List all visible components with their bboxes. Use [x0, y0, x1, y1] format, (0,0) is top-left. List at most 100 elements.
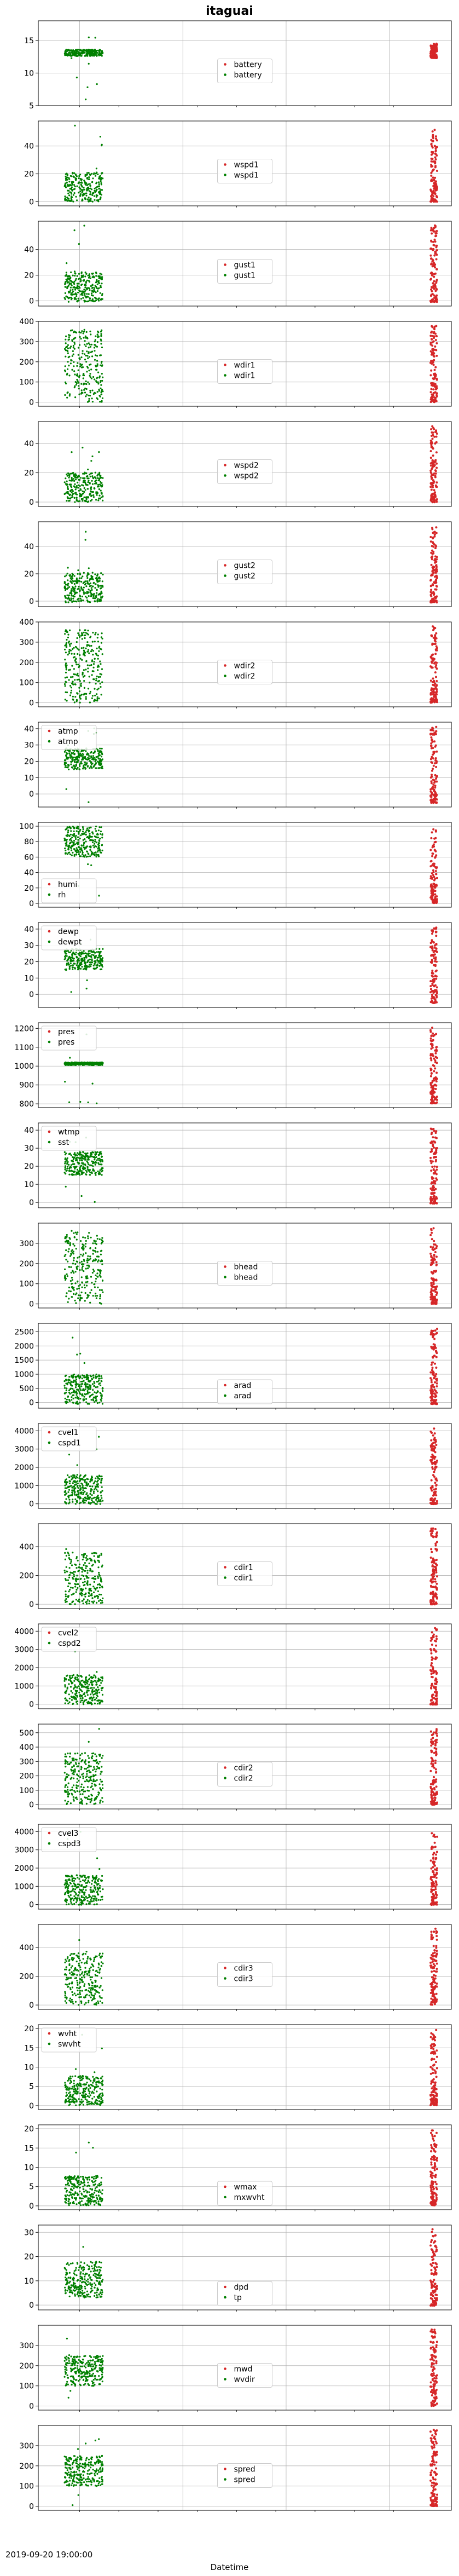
data-point-series1 [432, 447, 434, 449]
data-point-series2 [68, 338, 70, 340]
data-point-series2 [67, 1062, 68, 1064]
data-point-series2 [84, 1159, 86, 1161]
data-point-series1 [433, 501, 435, 503]
data-point-series2 [69, 50, 71, 51]
data-point-series2 [91, 1172, 93, 1174]
data-point-series2 [65, 589, 66, 591]
data-point-series2 [96, 1154, 97, 1155]
data-point-series1 [431, 570, 433, 573]
data-point-series1 [435, 451, 438, 453]
data-point-series1 [430, 370, 432, 372]
y-tick-label: 400 [19, 318, 34, 326]
y-tick-label: 40 [24, 142, 34, 151]
data-point-series2 [85, 381, 87, 382]
data-point-series1 [433, 436, 435, 438]
data-point-series2 [64, 633, 66, 635]
data-point-series2 [88, 398, 90, 400]
data-point-series1 [429, 486, 432, 488]
data-point-series2 [64, 959, 66, 960]
data-point-series2 [87, 960, 89, 961]
y-tick-label: 100 [19, 822, 34, 831]
data-point-series2 [68, 1102, 70, 1103]
data-point-series2 [64, 1163, 66, 1165]
data-point-series1 [435, 378, 438, 380]
data-point-series2 [87, 358, 89, 359]
data-point-series2 [88, 342, 90, 344]
data-point-series2 [74, 483, 75, 485]
data-point-series2 [67, 350, 68, 352]
data-point-series1 [435, 195, 438, 197]
data-point-series1 [430, 1075, 432, 1077]
data-point-series2 [82, 575, 83, 577]
data-point-series2 [91, 390, 93, 391]
data-point-series2 [79, 654, 80, 656]
data-point-series2 [65, 1159, 66, 1160]
data-point-series2 [81, 966, 83, 967]
data-point-series2 [83, 497, 85, 498]
data-point-series1 [432, 583, 434, 585]
data-point-series2 [84, 294, 85, 296]
data-point-series2 [98, 856, 100, 857]
data-point-series2 [68, 679, 70, 681]
data-point-series2 [73, 647, 75, 649]
data-point-series2 [100, 388, 101, 389]
data-point-series2 [90, 351, 92, 353]
data-point-series2 [85, 956, 86, 958]
data-point-series2 [91, 836, 93, 838]
data-point-series2 [94, 661, 95, 662]
data-point-series1 [433, 1058, 435, 1060]
data-point-series2 [95, 286, 97, 287]
y-tick-label: 10 [24, 1180, 34, 1189]
data-point-series1 [433, 1070, 435, 1073]
data-point-series2 [67, 353, 69, 354]
data-point-series1 [435, 430, 437, 433]
data-point-series2 [88, 653, 90, 654]
data-point-series1 [435, 970, 437, 972]
data-point-series1 [430, 257, 432, 260]
data-point-series2 [91, 767, 92, 769]
data-point-series2 [80, 338, 82, 339]
data-point-series2 [85, 195, 87, 197]
data-point-series2 [71, 1173, 73, 1175]
data-point-series2 [83, 331, 85, 332]
data-point-series2 [100, 587, 101, 589]
data-point-series2 [74, 387, 75, 388]
data-point-series1 [435, 1085, 437, 1087]
data-point-series2 [75, 952, 77, 953]
data-point-series2 [65, 1064, 66, 1065]
data-point-series2 [94, 952, 96, 954]
data-point-series2 [85, 531, 86, 533]
data-point-series2 [66, 1159, 68, 1161]
data-point-series2 [101, 969, 102, 970]
data-point-series2 [72, 960, 74, 961]
data-point-series2 [76, 768, 78, 770]
data-point-series2 [74, 270, 75, 272]
data-point-series2 [86, 575, 88, 577]
data-point-series2 [89, 701, 91, 703]
data-point-series1 [431, 262, 433, 264]
data-point-series1 [435, 400, 438, 402]
data-point-series2 [83, 187, 84, 188]
data-point-series2 [84, 49, 85, 51]
data-point-series2 [98, 758, 100, 759]
data-point-series2 [85, 660, 87, 662]
data-point-series2 [68, 650, 70, 652]
data-point-series2 [89, 665, 91, 666]
data-point-series2 [95, 175, 96, 177]
data-point-series2 [87, 199, 89, 200]
data-point-series2 [66, 639, 67, 641]
data-point-series2 [71, 193, 72, 194]
data-point-series2 [77, 569, 79, 571]
data-point-series2 [72, 580, 73, 581]
data-point-series2 [80, 489, 82, 491]
data-point-series2 [90, 664, 92, 666]
data-point-series2 [91, 181, 93, 183]
data-point-series2 [80, 280, 82, 282]
data-point-series2 [94, 587, 96, 589]
data-point-series2 [81, 953, 83, 955]
data-point-series2 [95, 759, 97, 760]
data-point-series2 [81, 330, 83, 332]
data-point-series2 [86, 845, 88, 847]
y-tick-label: 0 [29, 498, 34, 507]
data-point-series2 [77, 1173, 79, 1175]
